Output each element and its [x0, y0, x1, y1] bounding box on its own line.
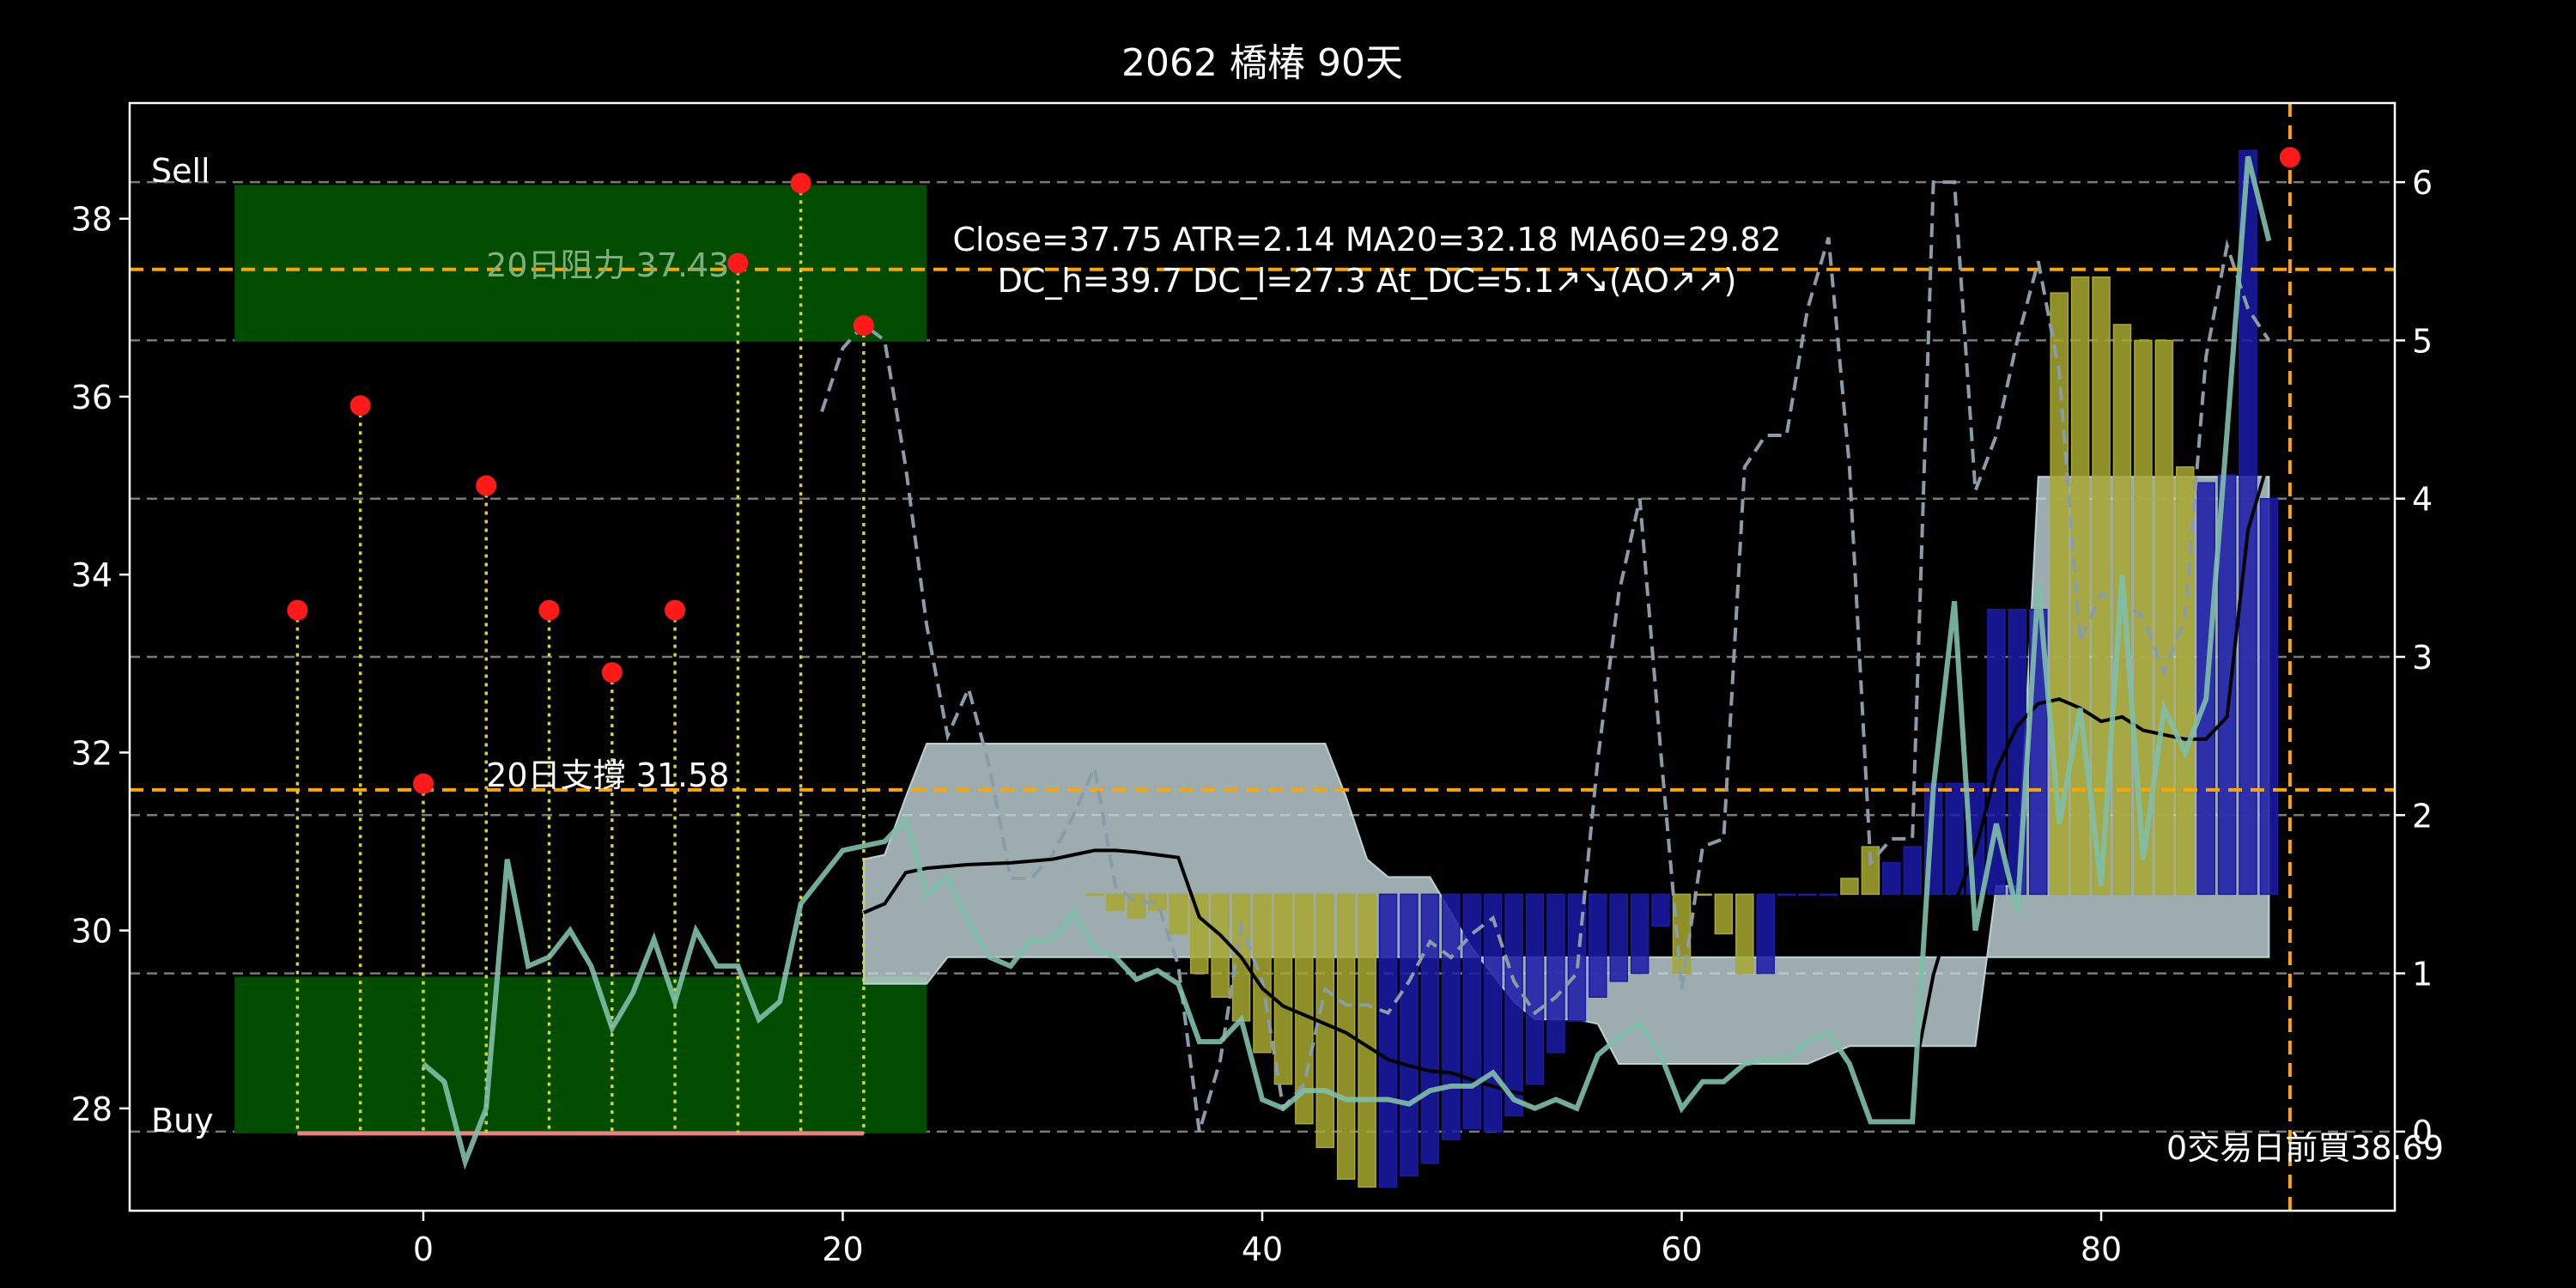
histogram-bar [1106, 893, 1125, 911]
chart-title: 2062 橋椿 90天 [1121, 41, 1403, 85]
signal-marker [349, 395, 371, 416]
histogram-bar [1504, 893, 1523, 1117]
histogram-bar [1651, 893, 1670, 927]
signal-marker [665, 599, 686, 621]
histogram-bar [1945, 782, 1964, 896]
info-line-2: DC_h=39.7 DC_l=27.3 At_DC=5.1↗↘(AO↗↗) [998, 262, 1737, 300]
y2-tick-label: 6 [2412, 164, 2433, 202]
signal-marker [412, 773, 434, 794]
histogram-bar [1630, 893, 1649, 975]
x-tick-label: 80 [2081, 1230, 2122, 1268]
histogram-bar [1882, 861, 1901, 896]
histogram-bar [1273, 893, 1293, 1085]
signal-marker [790, 173, 811, 194]
x-tick-label: 20 [822, 1230, 863, 1268]
histogram-bar [1420, 893, 1440, 1164]
histogram-bar [1819, 893, 1838, 896]
signal-marker [538, 599, 560, 621]
buy-label: Buy [151, 1102, 214, 1139]
histogram-bar [1525, 893, 1545, 1085]
signal-marker [2279, 147, 2300, 168]
y2-tick-label: 0 [2412, 1114, 2433, 1151]
x-tick-label: 60 [1661, 1230, 1702, 1268]
signal-marker [727, 252, 749, 274]
signal-marker [601, 662, 623, 683]
y-tick-label: 36 [71, 379, 112, 416]
signal-marker [476, 475, 497, 496]
y2-tick-label: 3 [2412, 639, 2433, 677]
histogram-bar [1777, 893, 1796, 896]
y2-tick-label: 5 [2412, 322, 2433, 360]
y2-tick-label: 2 [2412, 797, 2433, 835]
y-tick-label: 38 [71, 201, 112, 239]
x-tick-label: 0 [413, 1230, 434, 1268]
histogram-bar [2239, 149, 2257, 896]
histogram-bar [1798, 893, 1817, 896]
histogram-bar [1903, 846, 1922, 896]
histogram-bar [2154, 339, 2174, 896]
info-line-1: Close=37.75 ATR=2.14 MA20=32.18 MA60=29.… [952, 221, 1781, 258]
sell-label: Sell [151, 152, 210, 190]
histogram-bar [1084, 893, 1104, 896]
signal-marker [853, 315, 874, 337]
histogram-bar [1589, 893, 1607, 998]
series-close-line [422, 155, 2272, 1170]
resistance-label: 20日阻力 37.43 [486, 246, 729, 284]
histogram-bar [1756, 893, 1775, 975]
histogram-bar [1546, 893, 1565, 1054]
histogram-bar [1735, 893, 1754, 975]
buy-zone [234, 976, 927, 1133]
series-ma20-line [863, 458, 2271, 1097]
histogram-bar [1378, 893, 1398, 1188]
footer-note: 0交易日前買38.69 [2166, 1129, 2444, 1167]
histogram-bar [1169, 893, 1188, 935]
signal-marker [287, 599, 308, 621]
y-tick-label: 28 [71, 1091, 112, 1128]
histogram-bar [1462, 893, 1482, 1129]
histogram-bar [2259, 497, 2279, 896]
histogram-bar [1840, 878, 1859, 896]
histogram-bar [1253, 893, 1272, 1054]
sell-zone [234, 185, 927, 342]
y-tick-label: 30 [71, 913, 112, 951]
histogram-bar [1861, 846, 1880, 896]
y2-tick-label: 1 [2412, 956, 2433, 993]
histogram-bar [1189, 893, 1209, 975]
histogram-bar [1400, 893, 1419, 1177]
histogram-bar [1442, 893, 1461, 1140]
histogram-bar [1483, 893, 1503, 1133]
x-tick-label: 40 [1242, 1230, 1283, 1268]
histogram-bar [2092, 276, 2111, 896]
y-tick-label: 32 [71, 734, 112, 772]
y2-tick-label: 4 [2412, 481, 2433, 519]
histogram-bar [1609, 893, 1629, 982]
support-label: 20日支撐 31.58 [486, 756, 729, 794]
histogram-bar [1211, 893, 1230, 998]
plot-area: Sell Buy 20日阻力 37.43 20日支撐 31.58 Close=37.75… [130, 103, 2444, 1211]
histogram-bar [1714, 893, 1734, 935]
series-ao-line [820, 180, 2271, 1133]
y-tick-label: 34 [71, 556, 112, 594]
